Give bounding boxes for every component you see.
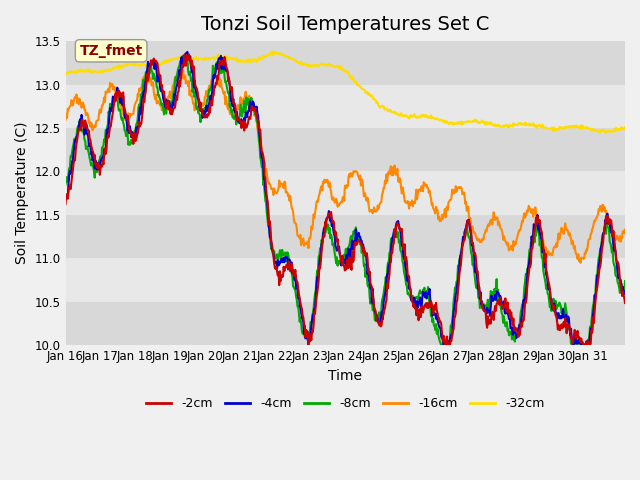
Bar [65,302,625,345]
-8cm [437,342,445,348]
Y-axis label: Soil Temperature (C): Soil Temperature (C) [15,122,29,264]
Bar [65,215,625,258]
-4cm [259,155,266,161]
-32cm [621,124,629,130]
-32cm [61,71,69,77]
-16cm [404,198,412,204]
Bar [65,41,625,84]
-16cm [179,66,187,72]
X-axis label: Time: Time [328,369,362,383]
-8cm [435,336,443,341]
-8cm [621,278,629,284]
-2cm [280,264,287,270]
-4cm [61,192,69,197]
-2cm [621,300,629,306]
-16cm [231,108,239,114]
-8cm [231,113,239,119]
Line: -8cm: -8cm [65,56,625,345]
-16cm [259,155,266,160]
-8cm [280,252,287,258]
-8cm [179,53,187,59]
-16cm [127,112,135,118]
-4cm [404,275,412,280]
-4cm [231,109,239,115]
Line: -2cm: -2cm [65,54,625,345]
Bar [65,258,625,302]
-8cm [259,162,266,168]
-32cm [258,55,266,60]
Bar [65,84,625,128]
-2cm [436,319,444,324]
-2cm [231,101,239,107]
-4cm [184,49,191,55]
-32cm [602,130,609,136]
-8cm [61,181,69,187]
-8cm [127,137,135,143]
Legend: -2cm, -4cm, -8cm, -16cm, -32cm: -2cm, -4cm, -8cm, -16cm, -32cm [141,392,550,415]
Title: Tonzi Soil Temperatures Set C: Tonzi Soil Temperatures Set C [201,15,490,34]
Line: -16cm: -16cm [65,69,625,263]
-4cm [570,342,577,348]
-16cm [577,260,584,265]
-16cm [621,227,629,233]
-2cm [185,51,193,57]
Text: TZ_fmet: TZ_fmet [79,44,143,58]
-32cm [127,61,135,67]
-16cm [280,185,287,191]
-4cm [127,134,135,140]
-16cm [61,117,69,123]
-2cm [61,201,69,207]
-32cm [230,56,238,62]
-2cm [305,342,312,348]
Line: -32cm: -32cm [65,51,625,133]
-4cm [435,324,443,329]
-4cm [280,255,287,261]
-32cm [404,114,412,120]
-2cm [404,273,412,278]
-8cm [404,291,412,297]
-4cm [621,288,629,294]
Bar [65,128,625,171]
Line: -4cm: -4cm [65,52,625,345]
Bar [65,171,625,215]
-2cm [259,149,266,155]
-16cm [435,214,443,220]
-32cm [269,48,276,54]
-32cm [435,117,443,122]
-32cm [280,52,287,58]
-2cm [127,133,135,139]
